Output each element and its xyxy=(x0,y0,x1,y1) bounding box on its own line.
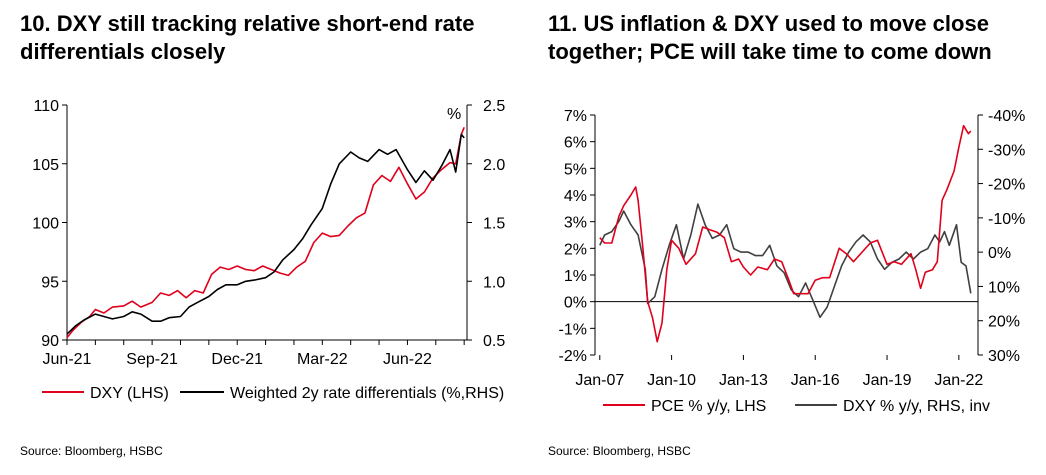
left-y-tick-label: 5% xyxy=(564,161,587,178)
right-y-tick-label: 20% xyxy=(988,314,1020,331)
pce-series-line xyxy=(599,124,972,343)
x-tick-label: Sep-21 xyxy=(126,351,178,368)
x-tick-label: Jan-10 xyxy=(647,372,696,389)
right-chart-panel: 11. US inflation & DXY used to move clos… xyxy=(545,0,1046,475)
right-y-tick-label: 30% xyxy=(988,348,1020,365)
left-y-tick-label: 110 xyxy=(33,98,59,115)
dxy-series-line xyxy=(66,126,465,339)
x-tick-label: Jun-22 xyxy=(383,351,432,368)
left-y-tick-label: 6% xyxy=(564,135,587,152)
right-axis-unit-label: % xyxy=(447,106,461,123)
x-tick-label: Jan-13 xyxy=(719,372,768,389)
x-tick-label: Dec-21 xyxy=(211,351,263,368)
legend-label-pce: PCE % y/y, LHS xyxy=(651,398,766,415)
left-source-note: Source: Bloomberg, HSBC xyxy=(20,444,163,458)
right-y-tick-label: -20% xyxy=(988,177,1025,194)
x-tick-label: Mar-22 xyxy=(297,351,348,368)
left-y-tick-label: 4% xyxy=(564,188,587,205)
dxy-yoy-series-line xyxy=(599,203,972,319)
right-y-tick-label: 0% xyxy=(988,245,1011,262)
legend-label-rate-differentials: Weighted 2y rate differentials (%,RHS) xyxy=(230,385,504,402)
left-chart-title: 10. DXY still tracking relative short-en… xyxy=(20,11,475,64)
left-chart-panel: 10. DXY still tracking relative short-en… xyxy=(0,0,520,475)
left-y-tick-label: 2% xyxy=(564,241,587,258)
right-chart-title: 11. US inflation & DXY used to move clos… xyxy=(548,11,992,64)
left-chart: 90 95 100 105 110 0.5 1.0 1.5 2.0 2.5% Jun-21 Sep-2… xyxy=(32,98,505,402)
x-tick-label: Jan-19 xyxy=(863,372,912,389)
right-y-tick-label: -30% xyxy=(988,142,1025,159)
left-y-tick-label: 7% xyxy=(564,108,587,125)
right-y-tick-label: 1.0 xyxy=(483,274,505,291)
right-chart: -2% -1% 0% 1% 2% 3% 4% 5% 6% 7% -40% -30% -20% -10% 0%… xyxy=(559,108,1026,415)
left-y-tick-label: 100 xyxy=(32,216,59,233)
right-y-tick-label: 0.5 xyxy=(483,333,505,350)
legend-label-dxy-yoy: DXY % y/y, RHS, inv xyxy=(843,398,990,415)
right-y-tick-label: -10% xyxy=(988,211,1025,228)
left-y-tick-label: 90 xyxy=(41,333,59,350)
x-tick-label: Jan-22 xyxy=(934,372,983,389)
x-tick-label: Jan-07 xyxy=(575,372,624,389)
x-tick-label: Jun-21 xyxy=(43,351,92,368)
right-y-tick-label: 2.5 xyxy=(483,98,505,115)
left-y-tick-label: 105 xyxy=(32,157,59,174)
x-tick-label: Jan-16 xyxy=(791,372,840,389)
left-y-tick-label: 0% xyxy=(564,295,587,312)
rate-differential-series-line xyxy=(66,133,465,335)
right-source-note: Source: Bloomberg, HSBC xyxy=(548,444,691,458)
right-y-tick-label: 1.5 xyxy=(483,216,505,233)
right-y-tick-label: -40% xyxy=(988,108,1025,125)
legend-label-dxy: DXY (LHS) xyxy=(90,385,169,402)
left-y-tick-label: 95 xyxy=(41,274,59,291)
left-y-tick-label: 3% xyxy=(564,215,587,232)
left-y-tick-label: -1% xyxy=(559,321,587,338)
left-y-tick-label: 1% xyxy=(564,268,587,285)
right-y-tick-label: 2.0 xyxy=(483,157,505,174)
left-y-tick-label: -2% xyxy=(559,348,587,365)
right-y-tick-label: 10% xyxy=(988,279,1020,296)
